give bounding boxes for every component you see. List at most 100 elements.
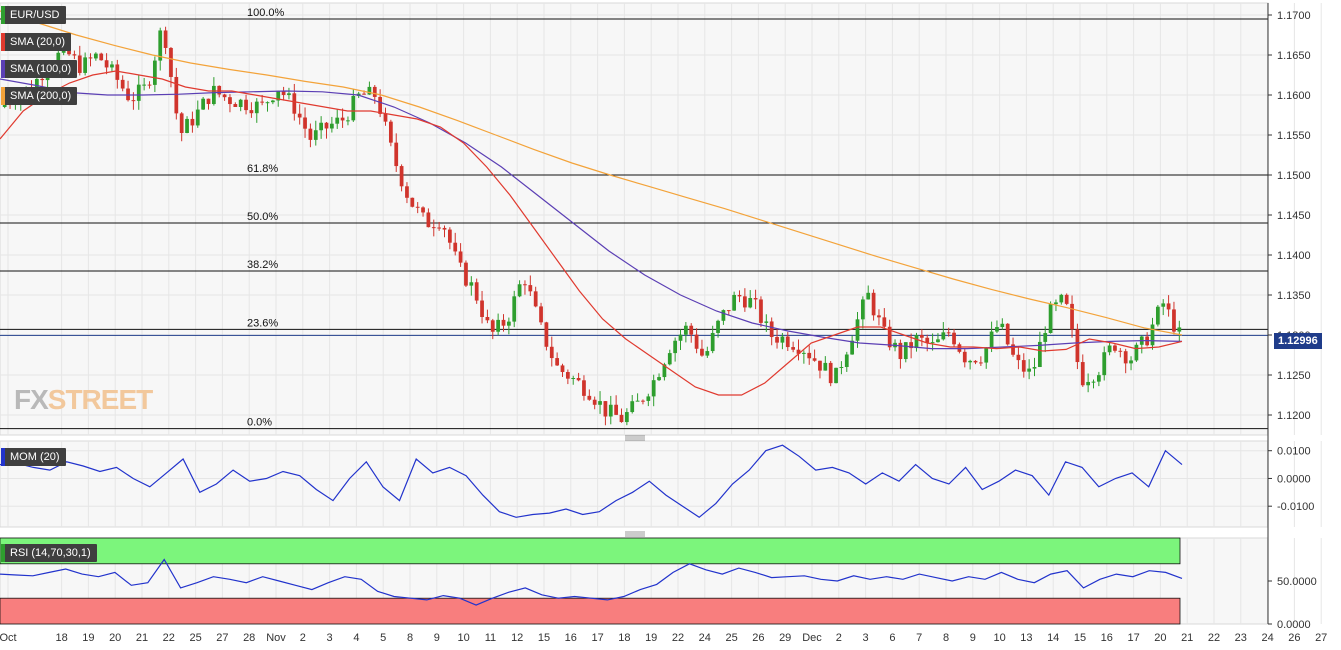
candle-body	[437, 227, 442, 229]
candle-body	[539, 306, 543, 323]
candle-body	[104, 60, 109, 68]
candle-body	[474, 282, 479, 301]
x-tick-label: 20	[1154, 632, 1166, 644]
candle-body	[903, 342, 908, 360]
candle-body	[480, 300, 484, 317]
candle-body	[120, 79, 125, 89]
y-tick-label: 1.1600	[1277, 90, 1311, 102]
sma200-label[interactable]: SMA (200,0)	[1, 87, 78, 105]
rsi-pane	[0, 537, 1183, 625]
candle-body	[775, 337, 779, 343]
y-tick-label: 1.1550	[1277, 130, 1311, 142]
candle-body	[405, 186, 409, 198]
x-tick-label: 22	[163, 632, 175, 644]
candle-body	[1064, 294, 1069, 304]
candle-body	[233, 104, 238, 107]
candle-body	[174, 76, 179, 114]
candle-body	[995, 327, 999, 332]
candle-body	[206, 98, 211, 105]
x-tick-label: 16	[1101, 632, 1113, 644]
x-tick-label: 8	[407, 632, 413, 644]
candle-body	[651, 380, 656, 397]
pair-label[interactable]: EUR/USD	[1, 6, 66, 24]
candle-body	[592, 399, 597, 405]
candle-body	[1005, 323, 1010, 345]
candle-body	[898, 342, 903, 360]
x-tick-label: 9	[434, 632, 440, 644]
candle-body	[442, 227, 447, 230]
candle-body	[512, 296, 517, 322]
candle-body	[517, 284, 522, 297]
candle-body	[984, 347, 989, 363]
candle-body	[383, 113, 388, 122]
candle-body	[1091, 381, 1096, 383]
x-tick-label: 10	[457, 632, 469, 644]
candle-body	[673, 340, 678, 354]
rsi-label[interactable]: RSI (14,70,30,1)	[1, 544, 97, 562]
candle-body	[641, 400, 645, 402]
candle-body	[796, 349, 801, 354]
candle-body	[871, 292, 876, 316]
x-tick-label: 22	[672, 632, 684, 644]
candle-body	[93, 53, 98, 59]
y-tick-label: 1.1250	[1277, 370, 1311, 382]
candle-body	[2, 103, 7, 107]
candle-body	[528, 285, 533, 292]
rsi-tick-label: 50.0000	[1277, 576, 1317, 588]
candle-body	[716, 320, 720, 333]
candle-body	[142, 84, 147, 86]
candle-body	[297, 113, 302, 118]
x-tick-label: 19	[82, 632, 94, 644]
candle-body	[646, 396, 651, 401]
candle-body	[968, 360, 973, 363]
mom-label[interactable]: MOM (20)	[1, 448, 66, 466]
candle-body	[866, 292, 871, 300]
sma20-label-text: SMA (20,0)	[10, 36, 66, 48]
logo-fx: FX	[14, 384, 49, 415]
candle-body	[887, 326, 892, 348]
candle-body	[158, 30, 163, 61]
sma100-label[interactable]: SMA (100,0)	[1, 60, 78, 78]
candle-body	[426, 212, 431, 228]
candle-body	[823, 362, 828, 371]
x-tick-label: 27	[1315, 632, 1327, 644]
candle-body	[780, 336, 785, 343]
candle-body	[726, 310, 731, 312]
candle-body	[952, 332, 956, 345]
candle-body	[1075, 329, 1080, 363]
candle-body	[190, 118, 195, 126]
x-tick-label: 18	[55, 632, 67, 644]
mom-tick-label: 0.0100	[1277, 446, 1311, 458]
x-tick-label: 26	[1288, 632, 1300, 644]
candle-body	[587, 395, 592, 400]
x-tick-label: 3	[327, 632, 333, 644]
fib-label: 61.8%	[247, 163, 278, 175]
candle-body	[126, 88, 130, 101]
candle-body	[689, 325, 694, 335]
x-tick-label: 24	[699, 632, 711, 644]
x-tick-label: 25	[725, 632, 737, 644]
candle-body	[801, 352, 806, 354]
rsi-label-text: RSI (14,70,30,1)	[10, 547, 91, 559]
x-tick-label: 8	[943, 632, 949, 644]
candle-body	[458, 251, 463, 263]
candle-body	[56, 52, 61, 66]
candle-body	[185, 118, 189, 133]
candle-body	[496, 319, 501, 332]
candle-body	[619, 414, 624, 423]
candle-body	[533, 291, 538, 307]
x-tick-label: 3	[863, 632, 869, 644]
candle-body	[281, 90, 286, 95]
candle-body	[710, 332, 715, 352]
x-tick-label: 16	[565, 632, 577, 644]
candle-body	[1037, 341, 1042, 368]
candle-body	[372, 86, 377, 97]
sma100-label-text: SMA (100,0)	[10, 63, 72, 75]
fib-label: 0.0%	[247, 417, 272, 429]
mom-tick-label: 0.0000	[1277, 473, 1311, 485]
candle-body	[1070, 303, 1074, 330]
sma20-label[interactable]: SMA (20,0)	[1, 33, 72, 51]
candle-body	[785, 336, 790, 348]
y-tick-label: 1.1650	[1277, 50, 1311, 62]
candle-body	[1032, 367, 1037, 369]
